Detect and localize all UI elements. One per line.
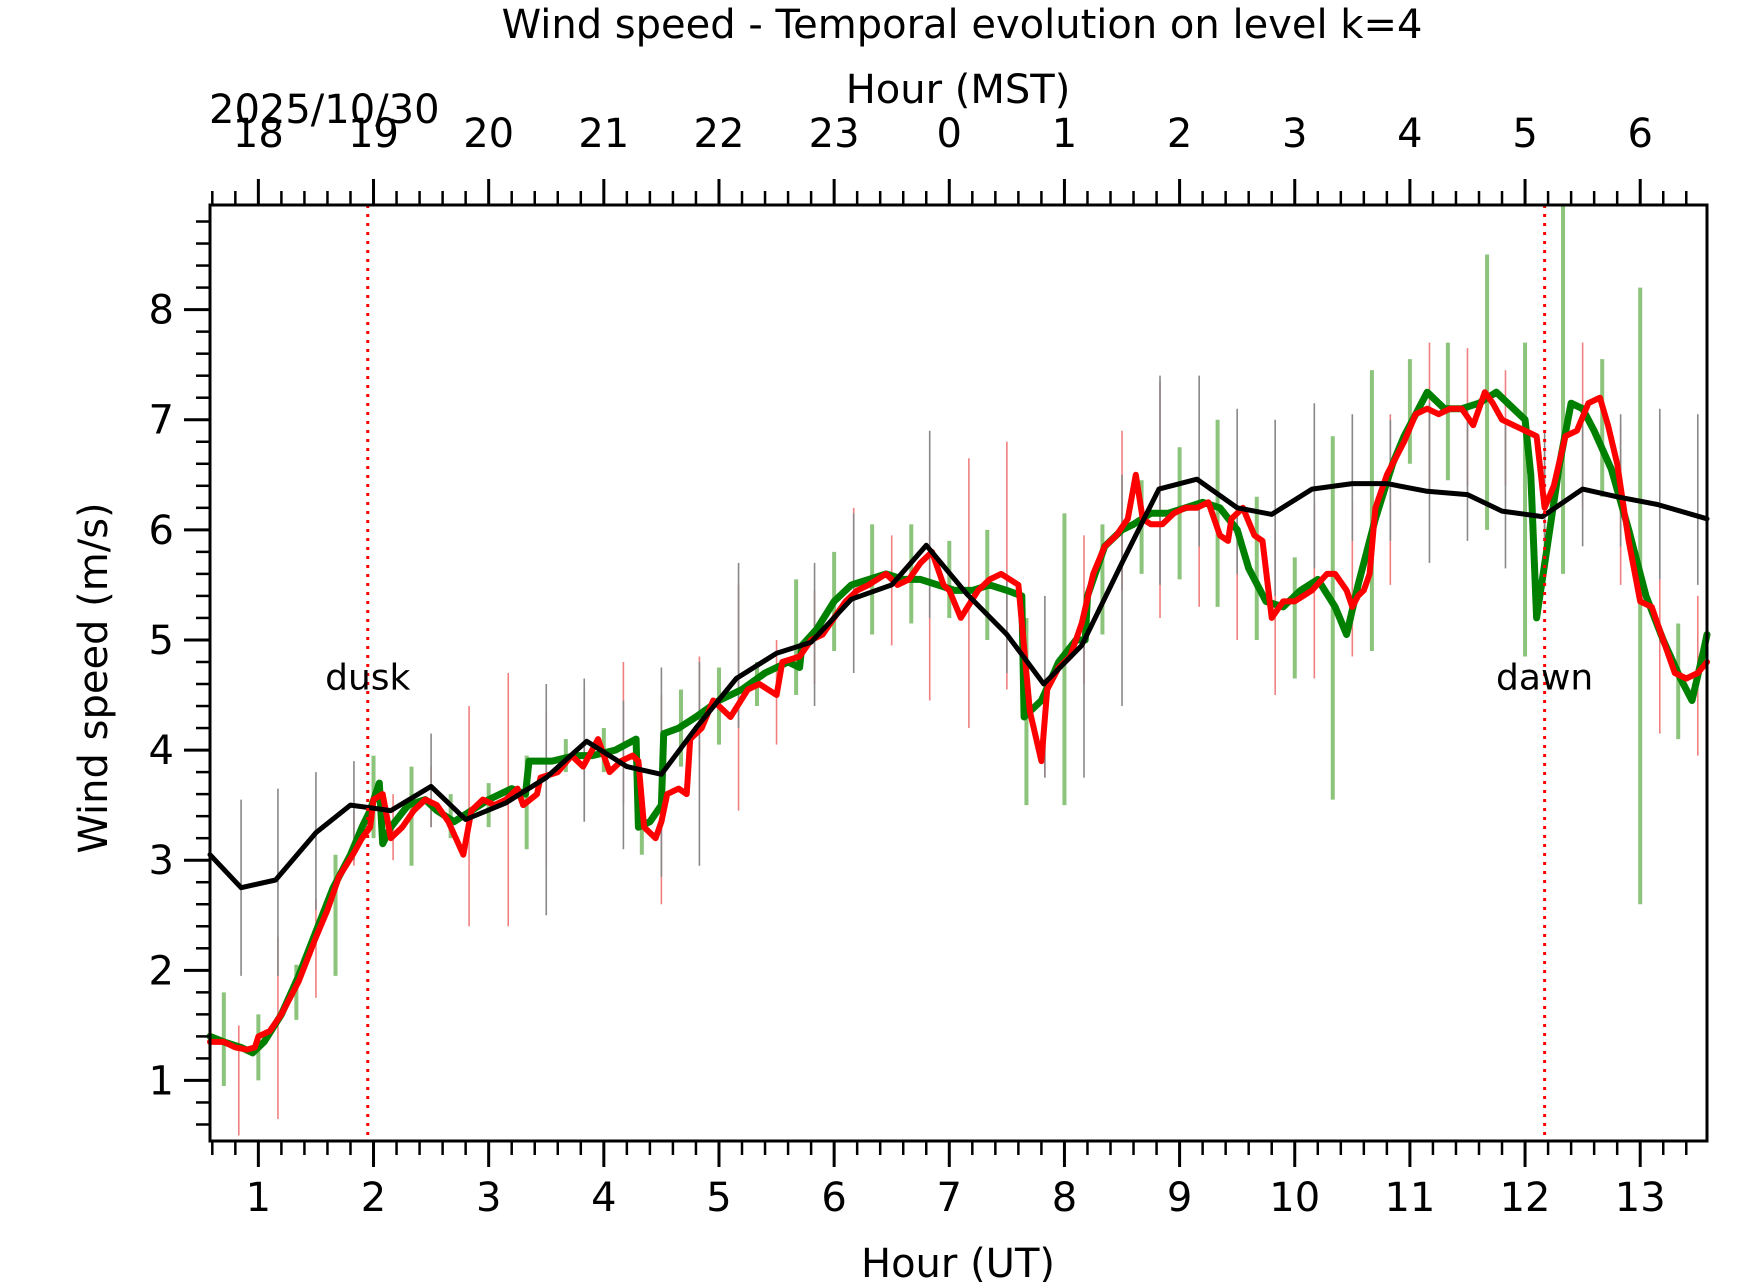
x-tick-label: 12	[1500, 1175, 1551, 1221]
date-label: 2025/10/30	[209, 87, 440, 133]
y-tick-label: 3	[149, 838, 174, 884]
y-tick-label: 8	[149, 288, 174, 334]
x-tick-label: 4	[591, 1175, 616, 1221]
plot-frame	[208, 203, 1709, 1143]
x-tick-label: 5	[706, 1175, 731, 1221]
top-tick-label: 2	[1167, 111, 1192, 157]
y-axis-label: Wind speed (m/s)	[71, 502, 117, 853]
x-tick-label: 11	[1384, 1175, 1435, 1221]
top-tick-label: 5	[1512, 111, 1537, 157]
dusk-dawn-markers: dusk dawn	[325, 205, 1593, 1141]
top-tick-label: 21	[578, 111, 629, 157]
series-line-black	[207, 476, 1710, 891]
top-tick-label: 23	[809, 111, 860, 157]
x-tick-label: 1	[246, 1175, 271, 1221]
chart-title: Wind speed - Temporal evolution on level…	[502, 2, 1423, 48]
top-tick-label: 20	[463, 111, 514, 157]
y-tick-label: 1	[149, 1058, 174, 1104]
x-tick-label: 9	[1167, 1175, 1192, 1221]
x-tick-label: 6	[821, 1175, 846, 1221]
top-tick-label: 3	[1282, 111, 1307, 157]
x-tick-label: 3	[476, 1175, 501, 1221]
series-line-red	[207, 389, 1710, 1053]
dawn-label: dawn	[1496, 658, 1593, 699]
top-tick-label: 6	[1627, 111, 1652, 157]
top-tick-label: 1	[1052, 111, 1077, 157]
y-tick-label: 6	[149, 508, 174, 554]
top-axis-label: Hour (MST)	[846, 67, 1071, 113]
top-tick-label: 22	[694, 111, 745, 157]
x-axis-label: Hour (UT)	[861, 1241, 1055, 1282]
x-tick-label: 2	[361, 1175, 386, 1221]
series-line-green	[206, 388, 1711, 1057]
series-lines	[206, 388, 1711, 1057]
y-tick-label: 4	[149, 728, 174, 774]
x-tick-label: 13	[1615, 1175, 1666, 1221]
x-tick-label: 7	[937, 1175, 962, 1221]
y-tick-label: 7	[149, 398, 174, 444]
top-tick-label: 19	[348, 111, 399, 157]
dusk-label: dusk	[325, 658, 410, 699]
x-tick-label: 10	[1269, 1175, 1320, 1221]
y-tick-label: 5	[149, 618, 174, 664]
top-tick-label: 4	[1397, 111, 1422, 157]
x-tick-label: 8	[1052, 1175, 1077, 1221]
top-tick-label: 0	[937, 111, 962, 157]
y-tick-label: 2	[149, 948, 174, 994]
top-tick-label: 18	[233, 111, 284, 157]
